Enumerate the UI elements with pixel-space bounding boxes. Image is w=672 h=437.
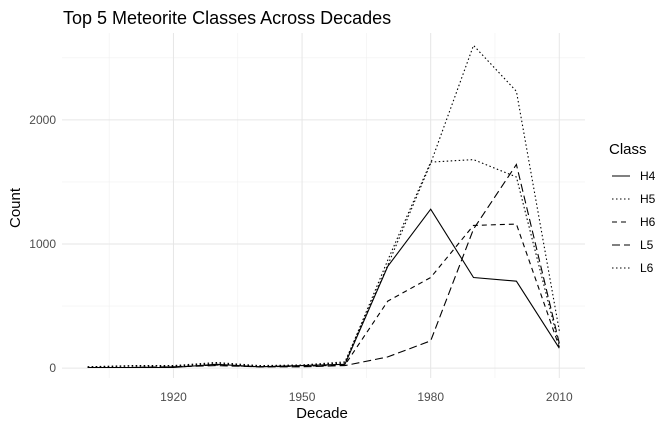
y-axis-title: Count — [7, 187, 24, 228]
legend-title: Class — [609, 141, 647, 158]
x-tick-label: 1980 — [417, 390, 444, 404]
series-line-l5 — [87, 163, 560, 369]
legend: Class H4 H5 H6 L5 L6 — [609, 141, 656, 275]
legend-label-h6: H6 — [640, 215, 656, 229]
legend-label-h4: H4 — [640, 169, 656, 183]
y-tick-label: 0 — [49, 361, 56, 375]
y-tick-label: 2000 — [29, 113, 56, 127]
series-line-l6 — [87, 44, 560, 368]
y-axis-ticks: 0 1000 2000 — [29, 113, 56, 375]
legend-label-l5: L5 — [640, 238, 654, 252]
legend-label-l6: L6 — [640, 261, 654, 275]
x-tick-label: 1950 — [289, 390, 316, 404]
chart-title: Top 5 Meteorite Classes Across Decades — [63, 8, 391, 28]
x-tick-label: 1920 — [160, 390, 187, 404]
series-line-h5 — [87, 159, 560, 368]
x-tick-label: 2010 — [546, 390, 573, 404]
series-lines — [87, 44, 560, 369]
series-line-h6 — [87, 223, 560, 369]
legend-label-h5: H5 — [640, 192, 656, 206]
series-line-h4 — [87, 208, 560, 369]
y-tick-label: 1000 — [29, 237, 56, 251]
x-axis-ticks: 1920 1950 1980 2010 — [160, 390, 573, 404]
grid — [62, 33, 585, 378]
x-axis-title: Decade — [296, 405, 348, 422]
